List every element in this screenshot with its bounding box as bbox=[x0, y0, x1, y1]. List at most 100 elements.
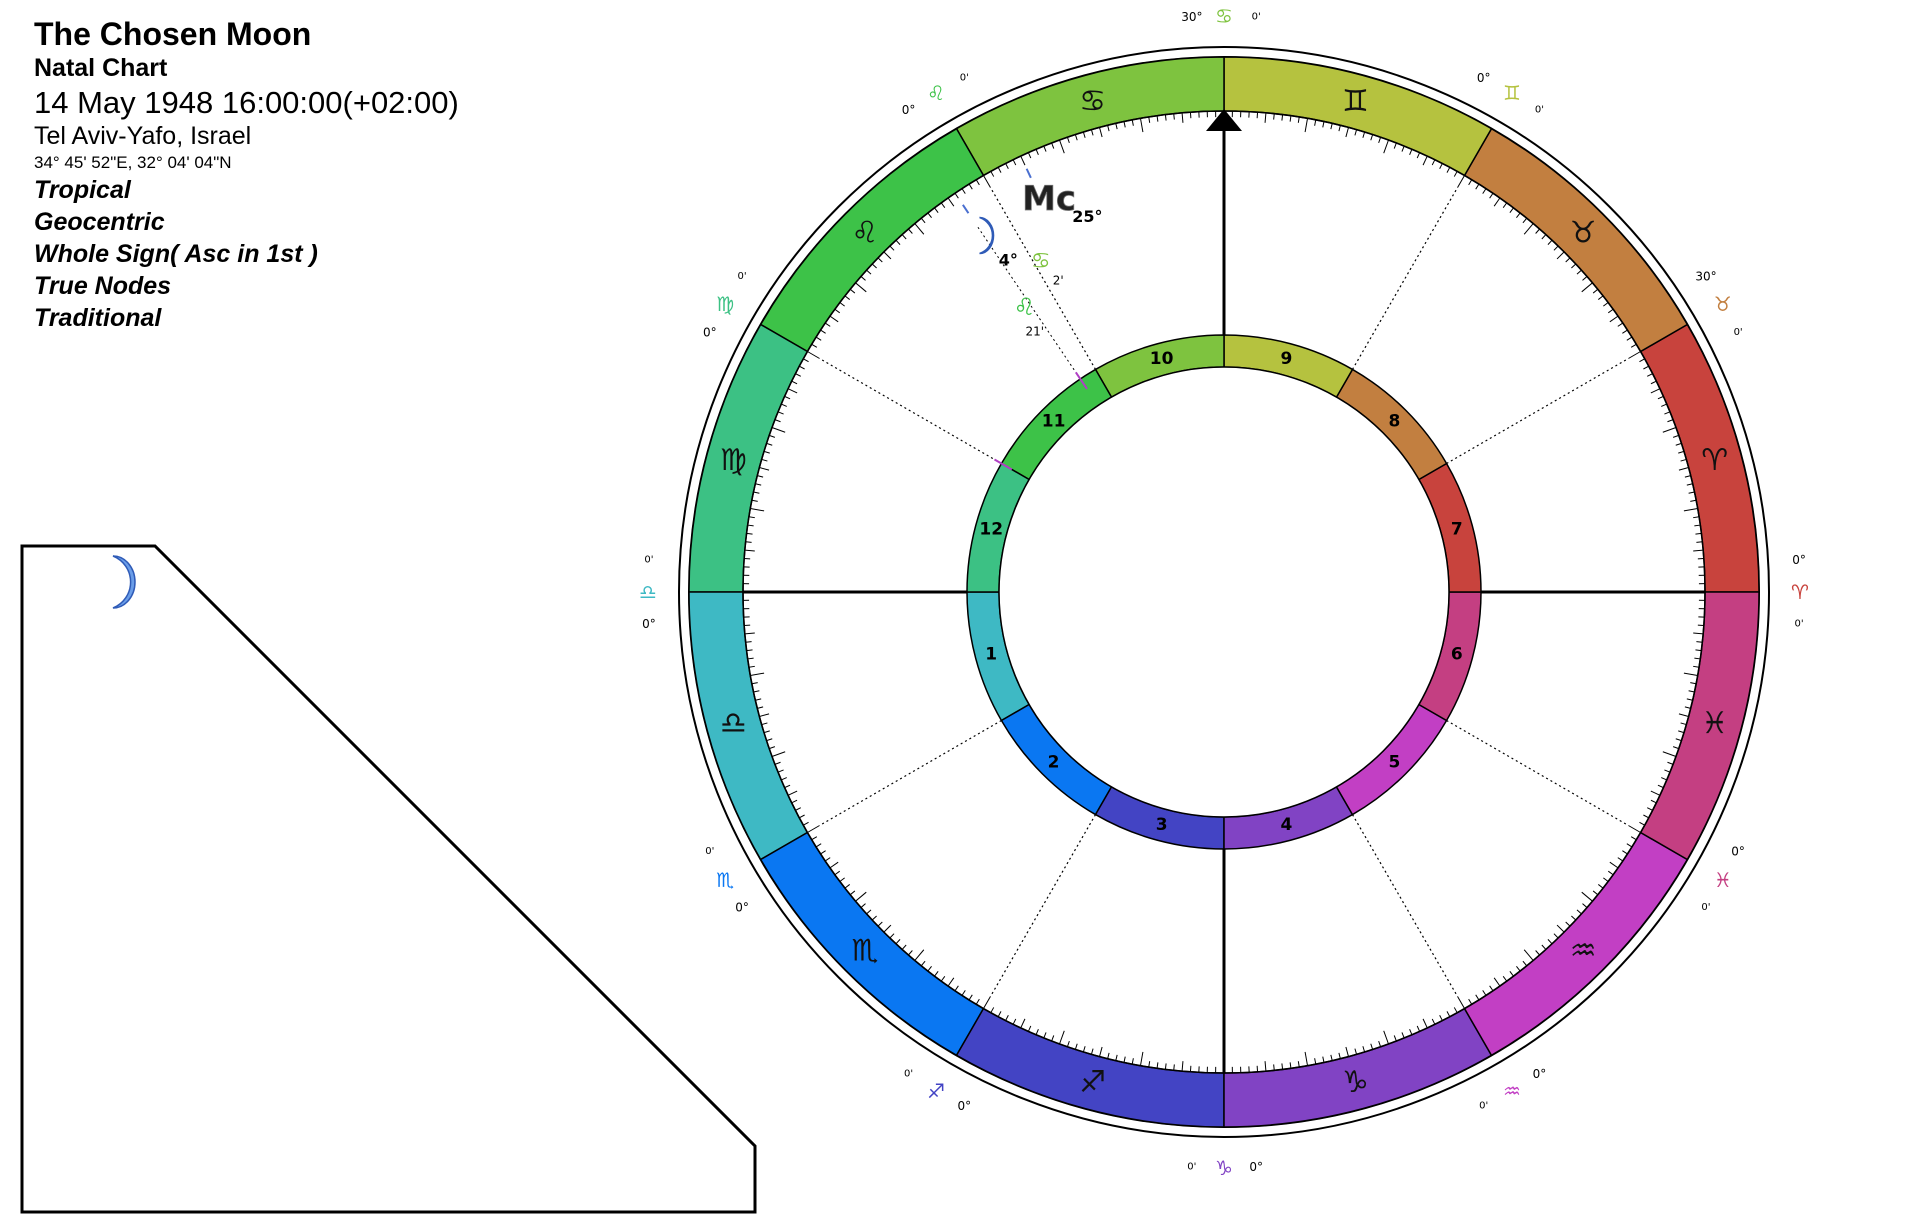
tick-line bbox=[975, 179, 980, 186]
tick-line bbox=[774, 761, 781, 765]
point-marker bbox=[1025, 168, 1032, 179]
tick-line bbox=[829, 315, 839, 323]
tick-line bbox=[748, 516, 755, 519]
tick-line bbox=[1378, 1040, 1382, 1047]
tick-line bbox=[750, 672, 765, 677]
tick-line bbox=[1156, 115, 1159, 122]
tick-line bbox=[1609, 315, 1619, 323]
tick-line bbox=[895, 239, 901, 245]
moon-sign-glyph: ♋ bbox=[1031, 249, 1051, 274]
tick-line bbox=[1535, 228, 1540, 234]
house-marker bbox=[1074, 371, 1088, 390]
tick-line bbox=[1035, 1029, 1039, 1035]
point-marker bbox=[962, 204, 970, 214]
tick-line bbox=[871, 263, 877, 269]
tick-line bbox=[975, 998, 980, 1005]
tick-line bbox=[757, 475, 764, 478]
tick-line bbox=[1603, 302, 1609, 307]
cusp-minute: 0' bbox=[1795, 619, 1804, 630]
cusp-degree: 0° bbox=[1477, 71, 1491, 85]
house-cusp-line bbox=[1351, 814, 1459, 997]
tick-line bbox=[914, 949, 925, 961]
tick-line bbox=[1686, 483, 1693, 486]
tick-line bbox=[1482, 990, 1487, 996]
tick-line bbox=[920, 217, 926, 224]
tick-line bbox=[1650, 799, 1657, 804]
tick-line bbox=[1690, 499, 1697, 502]
option-tradition: Traditional bbox=[34, 304, 162, 332]
tick-line bbox=[844, 884, 851, 889]
cusp-sign-glyph: ♒ bbox=[1503, 1079, 1521, 1103]
cusp-sign-glyph: ♌ bbox=[927, 81, 945, 105]
tick-line bbox=[968, 183, 973, 190]
cusp-minute: 0' bbox=[644, 554, 653, 565]
cusp-degree: 0° bbox=[703, 325, 717, 339]
tick-line bbox=[1696, 541, 1703, 543]
tick-line bbox=[1576, 909, 1582, 915]
tick-line bbox=[961, 188, 966, 194]
sign-glyph-leo: ♌ bbox=[851, 215, 878, 250]
tick-line bbox=[1694, 657, 1701, 660]
tick-line bbox=[803, 821, 809, 826]
tick-line bbox=[1439, 163, 1443, 169]
tick-line bbox=[1547, 239, 1553, 245]
tick-line bbox=[1156, 1062, 1159, 1069]
tick-line bbox=[1509, 207, 1514, 213]
tick-line bbox=[787, 790, 798, 796]
tick-line bbox=[1362, 131, 1366, 138]
tick-line bbox=[1362, 1046, 1366, 1053]
tick-line bbox=[834, 870, 841, 876]
tick-line bbox=[1422, 155, 1428, 166]
tick-line bbox=[1684, 475, 1691, 478]
cusp-sign-glyph: ♈ bbox=[1791, 580, 1809, 604]
tick-line bbox=[811, 836, 818, 841]
moon-degree: 4° bbox=[999, 250, 1018, 269]
tick-line bbox=[1657, 784, 1664, 789]
tick-line bbox=[934, 207, 939, 213]
tick-line bbox=[1035, 149, 1039, 155]
cusp-sign-glyph: ♍ bbox=[716, 292, 734, 316]
tick-line bbox=[1273, 113, 1275, 120]
tick-line bbox=[1683, 507, 1698, 512]
tick-line bbox=[1281, 114, 1284, 121]
chart-info: The Chosen Moon Natal Chart 14 May 1948 … bbox=[34, 14, 459, 331]
tick-line bbox=[1181, 1061, 1184, 1072]
tick-line bbox=[1338, 125, 1341, 132]
tick-line bbox=[1667, 419, 1674, 423]
tick-line bbox=[1139, 1051, 1144, 1066]
tick-line bbox=[1059, 139, 1065, 154]
tick-line bbox=[1493, 197, 1501, 207]
tick-line bbox=[1597, 884, 1604, 889]
tick-line bbox=[1695, 532, 1702, 535]
tick-line bbox=[1628, 825, 1641, 833]
tick-line bbox=[766, 442, 773, 446]
moon-crescent bbox=[979, 216, 995, 255]
tick-line bbox=[1099, 1046, 1103, 1057]
tick-line bbox=[1581, 282, 1593, 293]
cusp-minute: 0' bbox=[1187, 1162, 1196, 1173]
tick-line bbox=[860, 276, 866, 281]
tick-line bbox=[860, 903, 866, 908]
tick-line bbox=[1522, 217, 1528, 224]
tick-line bbox=[1322, 1056, 1325, 1063]
tick-line bbox=[1581, 891, 1593, 902]
tick-line bbox=[1650, 790, 1661, 796]
tick-line bbox=[746, 532, 753, 535]
tick-line bbox=[1678, 467, 1689, 471]
tick-line bbox=[1475, 183, 1480, 190]
tick-line bbox=[855, 891, 867, 902]
tick-line bbox=[1354, 1048, 1358, 1055]
tick-line bbox=[1446, 1011, 1451, 1017]
tick-line bbox=[1675, 442, 1682, 446]
tick-line bbox=[771, 427, 786, 433]
sign-glyph-gemini: ♊ bbox=[1342, 84, 1369, 119]
tick-line bbox=[753, 690, 760, 693]
tick-line bbox=[1330, 1054, 1333, 1061]
sign-glyph-scorpio: ♏ bbox=[851, 934, 878, 969]
tick-line bbox=[807, 825, 820, 833]
chart-title: The Chosen Moon bbox=[34, 16, 312, 52]
tick-line bbox=[1693, 516, 1700, 519]
sign-glyph-cancer: ♋ bbox=[1079, 84, 1106, 119]
tick-line bbox=[820, 850, 826, 855]
